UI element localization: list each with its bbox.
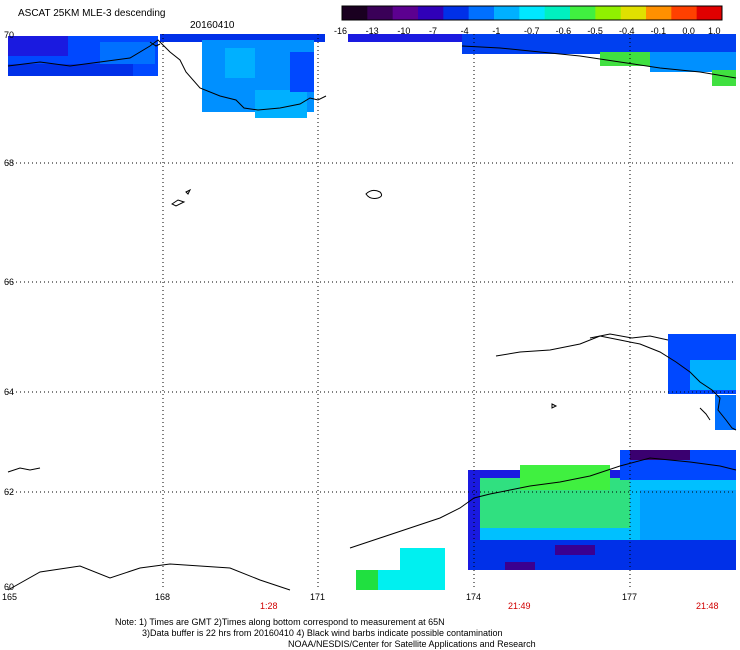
color-scale-swatch <box>595 6 622 20</box>
island-outline <box>551 403 558 409</box>
swath-cell <box>290 52 314 92</box>
color-scale-swatch <box>443 6 470 20</box>
time-label-2: 21:49 <box>508 601 531 611</box>
swath-cell <box>505 562 535 570</box>
color-scale-label: -7 <box>429 26 437 36</box>
color-scale-swatch <box>646 6 672 20</box>
color-scale-label: -13 <box>366 26 379 36</box>
swath-cell <box>650 52 736 72</box>
swath-cell <box>520 465 610 490</box>
color-scale-label: -0.1 <box>651 26 667 36</box>
swath-top-right <box>462 34 736 54</box>
coastline-north-alaska <box>461 45 737 79</box>
coastline-seward <box>495 335 737 431</box>
coastline-koryak <box>349 457 737 549</box>
color-scale-label: 1.0 <box>708 26 721 36</box>
lat-label-68: 68 <box>4 158 14 168</box>
color-scale-swatch <box>671 6 698 20</box>
island-outline <box>171 199 186 207</box>
lon-label-171: 171 <box>310 592 325 602</box>
swath-cell <box>8 64 133 76</box>
lat-label-70: 70 <box>4 30 14 40</box>
swath-cell <box>378 570 400 590</box>
swath-bottom-center <box>400 548 445 590</box>
color-scale-label: -1 <box>492 26 500 36</box>
color-scale-label: 0.0 <box>682 26 695 36</box>
time-label-3: 21:48 <box>696 601 719 611</box>
color-scale-swatch <box>468 6 495 20</box>
time-label-1: 1:28 <box>260 601 278 611</box>
coastline-segment <box>699 407 711 421</box>
color-scale-label: -4 <box>461 26 469 36</box>
color-scale-swatch <box>392 6 419 20</box>
color-scale-swatch <box>418 6 444 20</box>
swath-cell <box>600 52 650 66</box>
coastlines <box>7 39 737 591</box>
color-scale-swatch <box>519 6 546 20</box>
lon-label-174: 174 <box>466 592 481 602</box>
lat-label-60: 60 <box>4 582 14 592</box>
lat-label-66: 66 <box>4 277 14 287</box>
lon-label-177: 177 <box>622 592 637 602</box>
color-scale-labels: -16 -13 -10 -7 -4 -1 -0.7 -0.6 -0.5 -0.4 -0.1 0.0 1.… <box>334 26 721 36</box>
color-scale-bar <box>341 5 723 21</box>
coastline-segment <box>149 41 161 47</box>
swath-top-strip <box>160 34 325 42</box>
color-scale-swatch <box>620 6 647 20</box>
footer-note-1: Note: 1) Times are GMT 2)Times along bot… <box>115 617 445 627</box>
lon-label-168: 168 <box>155 592 170 602</box>
coastline-chukotka <box>7 39 327 111</box>
swath-cell <box>640 490 736 540</box>
color-scale-swatch <box>367 6 394 20</box>
color-scale-label: -0.5 <box>587 26 603 36</box>
color-scale-label: -0.6 <box>556 26 572 36</box>
lon-label-165: 165 <box>2 592 17 602</box>
coastline-segment <box>589 333 669 341</box>
color-scale-swatch <box>696 6 723 20</box>
color-scale-label: -0.4 <box>619 26 635 36</box>
color-scale-swatch <box>494 6 520 20</box>
color-scale-swatch <box>544 6 571 20</box>
island-outline <box>365 189 383 199</box>
coastline-kamchatka-north <box>7 563 291 591</box>
swath-cell <box>630 450 690 460</box>
footer-note-3: NOAA/NESDIS/Center for Satellite Applica… <box>288 639 536 649</box>
swath-cell <box>715 395 736 430</box>
color-scale-label: -0.7 <box>524 26 540 36</box>
swath-cell <box>225 48 255 78</box>
swath-cell <box>690 360 736 390</box>
graticule <box>8 34 736 590</box>
map-date: 20160410 <box>190 20 235 31</box>
swath-cell <box>712 70 736 86</box>
color-scale-label: -16 <box>334 26 347 36</box>
color-scale-outline <box>341 5 723 21</box>
swath-cell <box>100 42 155 64</box>
swath-cell <box>555 545 595 555</box>
lat-label-64: 64 <box>4 387 14 397</box>
color-scale-swatch <box>570 6 596 20</box>
map-title: ASCAT 25KM MLE-3 descending <box>18 8 165 19</box>
color-scale-label: -10 <box>397 26 410 36</box>
coastline-stlawrence <box>7 467 41 473</box>
swath-cell <box>8 36 68 56</box>
lat-label-62: 62 <box>4 487 14 497</box>
color-scale-swatch <box>342 6 368 20</box>
footer-note-2: 3)Data buffer is 22 hrs from 20160410 4)… <box>142 628 503 638</box>
wind-data-swaths <box>8 34 736 590</box>
island-outline <box>185 188 192 195</box>
